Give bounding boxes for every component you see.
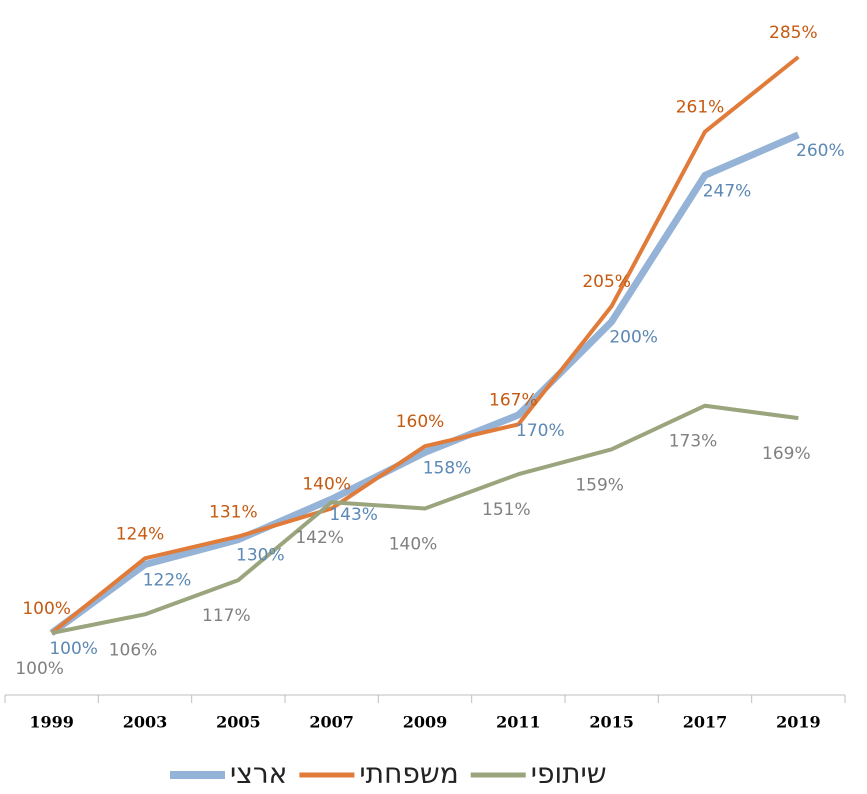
- data-label: 122%: [143, 571, 192, 591]
- data-label: 261%: [676, 98, 725, 118]
- x-tick-label: 2007: [309, 713, 354, 732]
- data-label: 100%: [22, 599, 71, 619]
- data-label: 158%: [423, 458, 472, 478]
- data-label: 124%: [116, 524, 165, 544]
- data-label: 130%: [236, 546, 285, 566]
- legend-label: ארצי: [230, 757, 287, 790]
- data-label: 159%: [575, 475, 624, 495]
- data-label: 143%: [329, 505, 378, 525]
- data-label: 117%: [202, 606, 251, 626]
- data-label: 167%: [489, 390, 538, 410]
- series-line: [51, 403, 799, 635]
- data-label: 100%: [15, 659, 64, 679]
- data-label: 169%: [762, 444, 811, 464]
- x-tick-label: 2015: [589, 713, 634, 732]
- x-tick-label: 2017: [683, 713, 728, 732]
- series-line: [49, 131, 800, 636]
- legend-label: שיתופי: [531, 757, 607, 790]
- data-label: 131%: [209, 502, 258, 522]
- legend-label: משפחתי: [359, 757, 458, 790]
- x-tick-label: 2005: [216, 713, 261, 732]
- x-tick-label: 1999: [29, 713, 74, 732]
- data-label: 247%: [703, 181, 752, 201]
- data-label: 151%: [482, 500, 531, 520]
- series-line: [50, 55, 800, 635]
- data-label: 140%: [389, 534, 438, 554]
- data-label: 100%: [49, 639, 98, 659]
- x-tick-label: 2019: [776, 713, 821, 732]
- data-label: 173%: [669, 432, 718, 452]
- data-label: 106%: [109, 640, 158, 660]
- data-label: 142%: [295, 528, 344, 548]
- data-label: 140%: [302, 474, 351, 494]
- x-tick-label: 2009: [403, 713, 448, 732]
- data-label: 170%: [516, 421, 565, 441]
- data-label: 205%: [582, 272, 631, 292]
- data-label: 200%: [609, 328, 658, 348]
- x-tick-label: 2011: [496, 713, 541, 732]
- data-label: 285%: [769, 23, 818, 43]
- x-tick-label: 2003: [123, 713, 168, 732]
- data-label: 260%: [796, 141, 845, 161]
- data-label: 160%: [396, 412, 445, 432]
